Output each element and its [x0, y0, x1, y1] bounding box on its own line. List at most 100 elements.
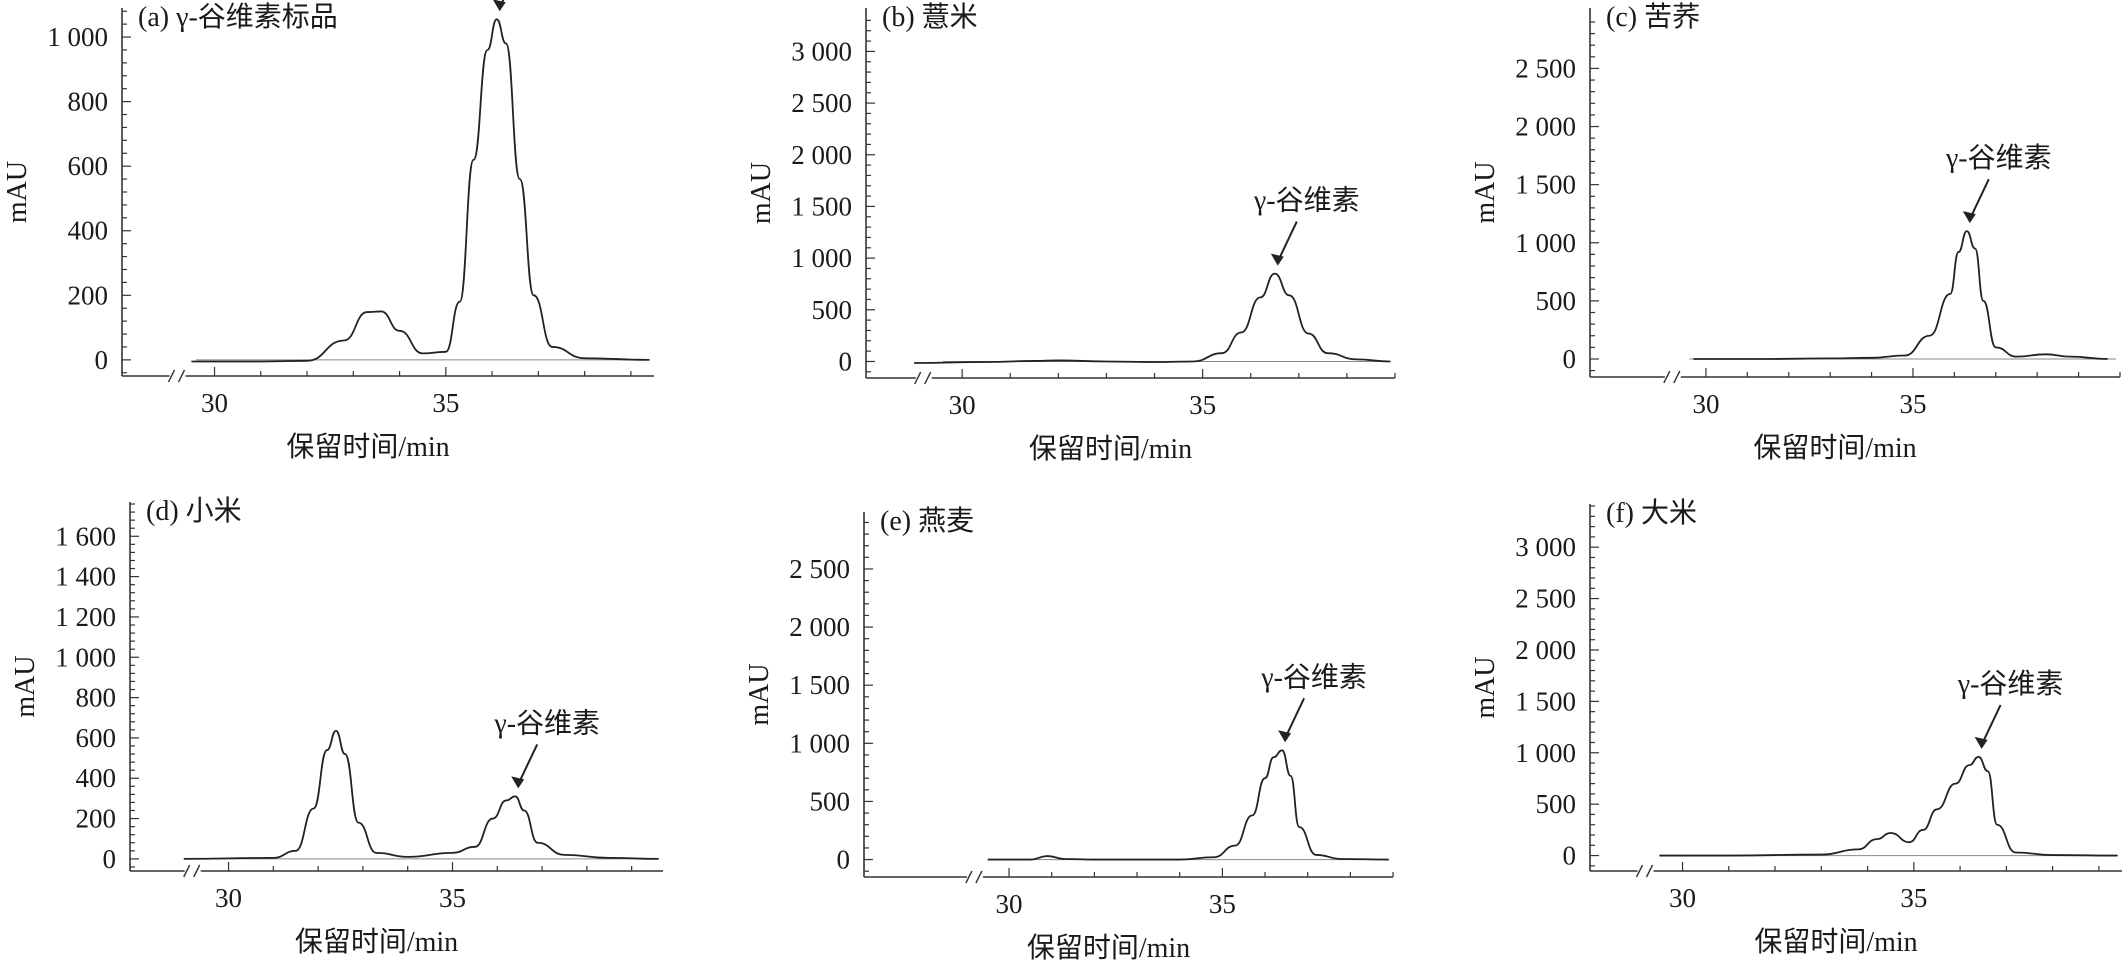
chromatogram-trace: [191, 18, 650, 363]
x-axis-title: 保留时间/min: [1753, 432, 1916, 464]
y-tick-label: 500: [812, 295, 853, 325]
y-axis-title: mAU: [746, 162, 777, 224]
x-axis-title: 保留时间/min: [1754, 926, 1917, 958]
x-tick-label: 35: [439, 883, 466, 913]
y-tick-label: 1 600: [55, 521, 116, 551]
y-tick-label: 600: [68, 151, 109, 181]
y-tick-label: 200: [68, 280, 109, 310]
x-tick-label: 35: [1209, 889, 1236, 919]
y-tick-label: 800: [68, 87, 109, 117]
y-tick-label: 2 000: [791, 140, 852, 170]
y-tick-label: 1 000: [1515, 228, 1576, 258]
y-tick-label: 1 000: [1515, 738, 1576, 768]
y-tick-label: 500: [1536, 286, 1577, 316]
panel-title: (a) γ-谷维素标品: [138, 1, 338, 33]
axis-break-mark: [167, 369, 186, 383]
y-tick-label: 0: [95, 345, 109, 375]
panel-title: (e) 燕麦: [880, 505, 974, 537]
y-tick-label: 400: [76, 763, 117, 793]
y-axis-title: mAU: [10, 655, 41, 717]
chart-panel-3: 0 200 400 600 800 1 000 1 200 1 400 1 600 30 35 保留时…: [10, 495, 663, 958]
y-tick-label: 1 500: [789, 670, 850, 700]
y-tick-label: 2 500: [1515, 584, 1576, 614]
axis-break-mark: [1635, 864, 1654, 878]
peak-annotation-arrow: [1980, 704, 2002, 746]
y-tick-label: 1 000: [55, 642, 116, 672]
peak-annotation-label: γ-谷维素: [1253, 185, 1360, 217]
chart-panel-0: 0 200 400 600 800 1 000 30 35 保留时间/min mAU (a) γ-谷…: [2, 0, 654, 463]
axis-break-mark: [914, 371, 932, 385]
x-tick-label: 35: [1189, 390, 1216, 420]
arrow-head: [1270, 253, 1284, 266]
y-tick-label: 500: [810, 786, 851, 816]
x-axis-title: 保留时间/min: [295, 926, 458, 958]
y-tick-label: 1 200: [55, 602, 116, 632]
x-axis-title: 保留时间/min: [286, 431, 449, 463]
y-tick-label: 1 000: [789, 728, 850, 758]
x-axis-title: 保留时间/min: [1027, 932, 1190, 964]
y-tick-label: 0: [1563, 344, 1577, 374]
y-tick-label: 200: [76, 804, 117, 834]
chromatogram-trace: [914, 272, 1391, 364]
y-tick-label: 2 000: [789, 612, 850, 642]
y-tick-label: 2 000: [1515, 635, 1576, 665]
peak-annotation-label: γ-谷维素: [1957, 668, 2064, 700]
panel-title: (b) 薏米: [882, 1, 978, 33]
y-tick-label: 1 000: [791, 243, 852, 273]
x-tick-label: 35: [432, 388, 459, 418]
y-tick-label: 2 500: [1515, 53, 1576, 83]
x-axis-title: 保留时间/min: [1029, 433, 1192, 465]
y-axis-title: mAU: [744, 663, 775, 725]
y-tick-label: 1 400: [55, 562, 116, 592]
y-tick-label: 600: [76, 723, 117, 753]
peak-annotation-arrow: [1968, 178, 1990, 220]
x-tick-label: 30: [201, 388, 228, 418]
arrow-head: [1974, 736, 1988, 749]
y-axis-title: mAU: [2, 161, 33, 223]
y-tick-label: 0: [837, 845, 851, 875]
chromatogram-trace: [1659, 755, 2118, 857]
chart-panel-4: 0 500 1 000 1 500 2 000 2 500 30 35 保留时间/min mAU (…: [744, 505, 1394, 964]
axis-break-mark: [1663, 370, 1681, 384]
x-tick-label: 30: [1692, 389, 1719, 419]
y-tick-label: 0: [839, 346, 853, 376]
x-tick-label: 30: [949, 390, 976, 420]
y-tick-label: 3 000: [1515, 532, 1576, 562]
chart-panel-1: 0 500 1 000 1 500 2 000 2 500 3 000 30 35 保留时间/mi…: [746, 1, 1396, 465]
arrow-head: [493, 0, 506, 12]
y-tick-label: 1 000: [47, 22, 108, 52]
y-tick-label: 3 000: [791, 36, 852, 66]
chart-panel-2: 0 500 1 000 1 500 2 000 2 500 30 35 保留时间/min mAU (…: [1470, 1, 2121, 464]
y-axis-title: mAU: [1470, 161, 1501, 223]
chromatogram-trace: [1693, 230, 2108, 360]
y-tick-label: 0: [1563, 841, 1577, 871]
arrow-head: [1962, 211, 1976, 224]
y-tick-label: 400: [68, 216, 109, 246]
y-tick-label: 1 500: [791, 191, 852, 221]
panel-title: (f) 大米: [1606, 497, 1697, 529]
axis-break-mark: [965, 870, 983, 884]
x-tick-label: 30: [996, 889, 1023, 919]
y-tick-label: 800: [76, 683, 117, 713]
y-tick-label: 2 500: [789, 554, 850, 584]
peak-annotation-arrow: [517, 743, 539, 785]
axis-break-mark: [183, 864, 201, 878]
chromatogram-trace: [987, 749, 1389, 861]
x-tick-label: 35: [1900, 883, 1927, 913]
peak-annotation-arrow: [1276, 221, 1298, 263]
x-tick-label: 35: [1899, 389, 1926, 419]
arrow-head: [1278, 730, 1292, 743]
peak-annotation-label: γ-谷维素: [493, 707, 600, 739]
chart-panel-5: 0 500 1 000 1 500 2 000 2 500 3 000 30 35 保留时间/mi…: [1470, 497, 2122, 958]
peak-annotation-arrow: [1284, 697, 1305, 739]
arrow-head: [511, 776, 525, 789]
peak-annotation-label: γ-谷维素: [1260, 661, 1367, 693]
peak-annotation-arrow: [498, 0, 505, 8]
peak-annotation-label: γ-谷维素: [1945, 142, 2052, 174]
panel-title: (d) 小米: [146, 495, 242, 527]
x-tick-label: 30: [1669, 883, 1696, 913]
y-tick-label: 1 500: [1515, 170, 1576, 200]
y-tick-label: 2 000: [1515, 112, 1576, 142]
x-tick-label: 30: [215, 883, 242, 913]
